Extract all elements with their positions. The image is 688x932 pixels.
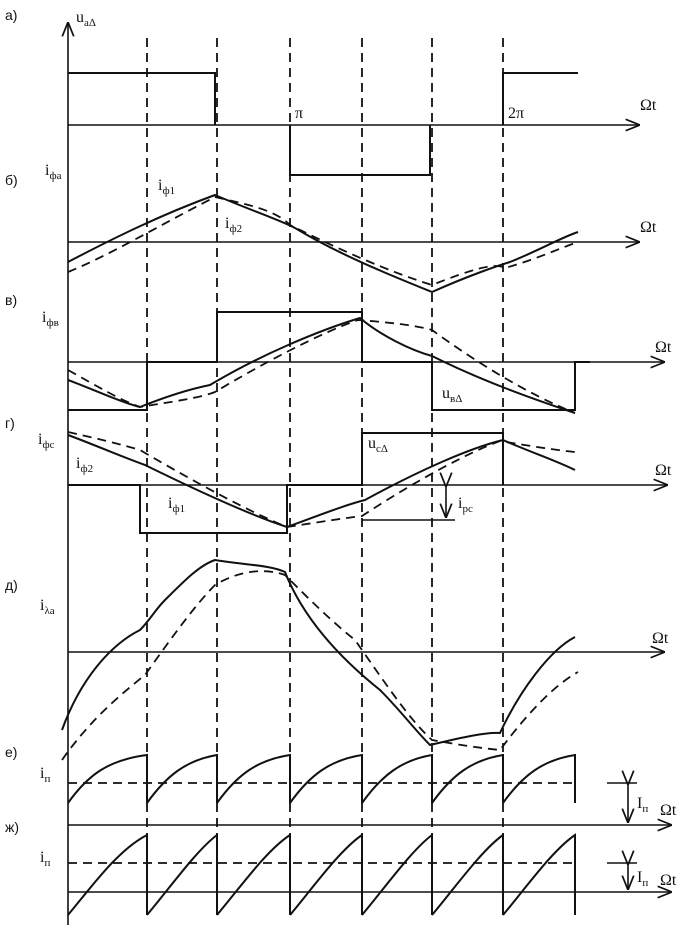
annotation: iф2 bbox=[76, 455, 93, 475]
y-label: iфс bbox=[38, 431, 55, 451]
text-part: i bbox=[458, 495, 463, 512]
panel-label: а) bbox=[5, 7, 17, 23]
text-part: п bbox=[642, 877, 648, 889]
panel-label: ж) bbox=[5, 819, 19, 835]
text-part: аΔ bbox=[84, 17, 96, 29]
tick: 2π bbox=[508, 105, 524, 122]
annotation: iф1 bbox=[158, 177, 175, 197]
x-label: Ωt bbox=[652, 630, 669, 647]
i-f1-curve bbox=[67, 193, 579, 294]
sawtooth-zh bbox=[67, 832, 576, 916]
annotation: iф1 bbox=[168, 495, 185, 515]
x-label: Ωt bbox=[640, 97, 657, 114]
annotation: uсΔ bbox=[368, 435, 388, 455]
text-part: i bbox=[40, 849, 45, 866]
text-part: п bbox=[642, 803, 648, 815]
panel-label: г) bbox=[5, 415, 15, 431]
text-part: фс bbox=[42, 439, 54, 451]
x-label: Ωt bbox=[640, 219, 657, 236]
x-label: Ωt bbox=[655, 462, 672, 479]
sawtooth bbox=[67, 753, 576, 916]
text-part: i bbox=[40, 597, 45, 614]
text-part: i bbox=[158, 177, 163, 194]
annotation: Iп bbox=[637, 795, 648, 815]
annotation: iрс bbox=[458, 495, 473, 515]
i-la-curve2 bbox=[61, 570, 579, 761]
text-part: u bbox=[368, 435, 376, 452]
text-part: i bbox=[168, 495, 173, 512]
x-axes bbox=[68, 125, 672, 892]
y-label: uаΔ bbox=[76, 9, 96, 29]
text-part: сΔ bbox=[376, 443, 388, 455]
text-part: вΔ bbox=[450, 393, 462, 405]
text-part: рс bbox=[462, 503, 473, 515]
x-label: Ωt bbox=[660, 872, 677, 889]
y-label: iфв bbox=[42, 309, 59, 329]
sawtooth-e bbox=[67, 753, 576, 804]
u-v-wave bbox=[68, 311, 590, 411]
text-part: фв bbox=[46, 317, 58, 329]
x-label: Ωt bbox=[660, 802, 677, 819]
y-label: iфа bbox=[45, 162, 62, 182]
y-label: iλа bbox=[40, 597, 55, 617]
i-f2-curve bbox=[67, 196, 579, 286]
text-part: п bbox=[44, 857, 50, 869]
y-label: iп bbox=[40, 849, 50, 869]
i-fc-curve2 bbox=[67, 431, 576, 528]
text-part: i bbox=[76, 455, 81, 472]
text-part: i bbox=[40, 765, 45, 782]
annotation: iф2 bbox=[225, 215, 242, 235]
text-part: I bbox=[637, 869, 642, 886]
text-part: i bbox=[38, 431, 43, 448]
y-label: iп bbox=[40, 765, 50, 785]
panel-label: в) bbox=[5, 292, 17, 308]
i-la-curve1 bbox=[61, 558, 576, 747]
text-part: i bbox=[42, 309, 47, 326]
i-fc-curve1 bbox=[67, 434, 576, 529]
text-part: λа bbox=[44, 605, 54, 617]
i-fv-curve2 bbox=[67, 319, 576, 414]
u-a-wave bbox=[68, 72, 578, 176]
text-part: ф2 bbox=[229, 223, 242, 235]
x-label: Ωt bbox=[655, 339, 672, 356]
text-part: фа bbox=[49, 170, 61, 182]
annotation: Iп bbox=[637, 869, 648, 889]
text-part: I bbox=[637, 795, 642, 812]
panel-label: б) bbox=[5, 172, 18, 188]
text-part: i bbox=[45, 162, 50, 179]
text-part: i bbox=[225, 215, 230, 232]
panel-label: е) bbox=[5, 744, 17, 760]
text-part: ф2 bbox=[80, 463, 93, 475]
tick: π bbox=[295, 105, 303, 122]
i-fv-curve1 bbox=[67, 316, 576, 414]
panel-label: д) bbox=[5, 577, 18, 593]
text-part: ф1 bbox=[162, 185, 175, 197]
text-part: u bbox=[442, 385, 450, 402]
text-part: u bbox=[76, 9, 84, 26]
text-part: ф1 bbox=[172, 503, 185, 515]
text-part: п bbox=[44, 773, 50, 785]
annotation: uвΔ bbox=[442, 385, 462, 405]
